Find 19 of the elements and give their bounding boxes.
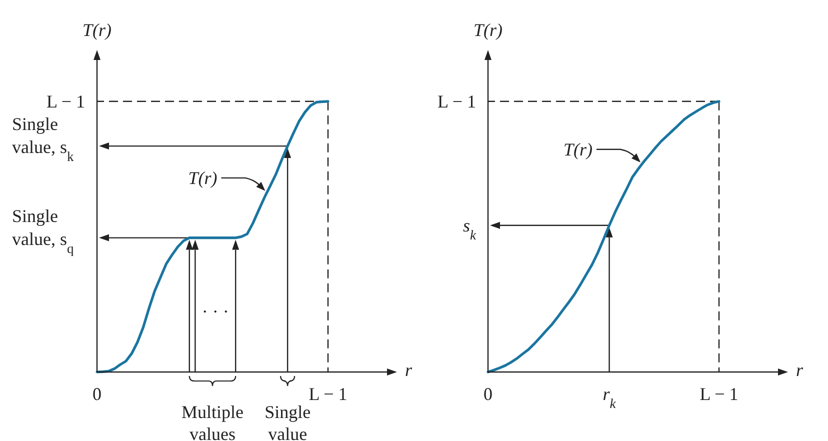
ref-line-label: L − 1: [438, 91, 476, 112]
annotation: · · ·: [202, 301, 229, 322]
x-tick-label: L − 1: [308, 384, 348, 404]
ref-line-label: Single value, s$_{q}$: [12, 206, 74, 256]
x-tick-label: 0: [92, 384, 102, 404]
x-tick-label: Multiple values: [182, 402, 244, 441]
x-axis-title: r: [796, 360, 804, 380]
x-tick-label: r$_{k}$: [602, 384, 617, 410]
text: T(r): [473, 20, 503, 40]
ref-line-label: s$_{k}$: [462, 215, 477, 242]
x-tick-label: Single value: [264, 402, 311, 441]
ref-line-label: Single value, s$_{k}$: [12, 114, 74, 164]
x-tick-label: L − 1: [700, 384, 738, 404]
y-axis-title: T(r): [563, 139, 592, 160]
ref-line-label: L − 1: [46, 91, 85, 112]
x-axis-title: r: [405, 360, 413, 380]
x-tick-label: 0: [484, 384, 492, 404]
text: T(r): [82, 20, 112, 40]
y-axis-title: T(r): [188, 168, 218, 188]
